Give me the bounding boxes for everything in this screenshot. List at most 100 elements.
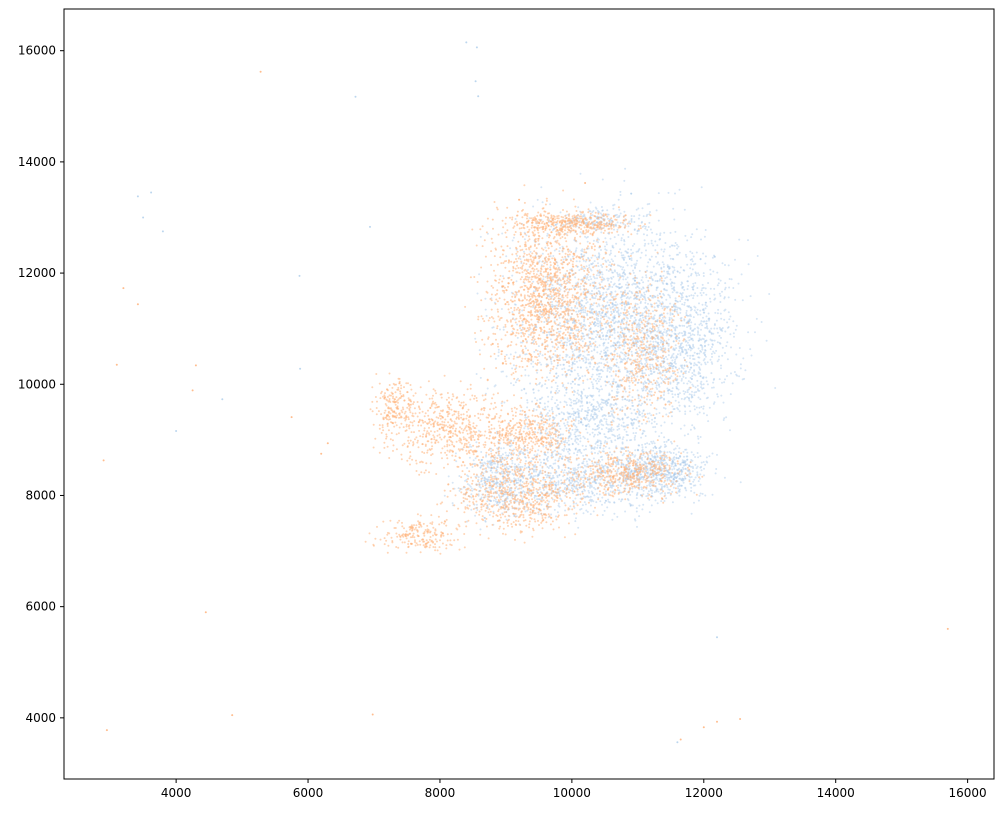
scatter-point: [673, 282, 676, 285]
scatter-point: [575, 310, 578, 313]
scatter-point: [609, 352, 612, 355]
scatter-point: [604, 335, 607, 338]
scatter-point: [724, 264, 726, 266]
scatter-point: [502, 370, 504, 373]
scatter-point: [475, 503, 478, 506]
scatter-point: [595, 256, 598, 259]
scatter-point: [615, 381, 618, 384]
scatter-point: [545, 476, 548, 479]
scatter-point: [515, 379, 518, 381]
scatter-point: [603, 352, 606, 354]
scatter-point: [590, 414, 592, 417]
scatter-point: [586, 510, 589, 513]
scatter-point: [651, 442, 654, 445]
scatter-point: [488, 503, 491, 506]
scatter-point: [676, 326, 678, 329]
scatter-point: [550, 225, 553, 228]
scatter-point: [665, 331, 668, 334]
scatter-point: [579, 353, 582, 356]
scatter-point: [656, 244, 659, 247]
scatter-point: [609, 423, 612, 426]
scatter-point: [700, 238, 702, 241]
scatter-point: [693, 427, 696, 430]
scatter-point: [562, 471, 565, 474]
scatter-point: [581, 476, 584, 479]
scatter-point: [655, 358, 658, 361]
scatter-point: [590, 490, 593, 493]
scatter-point: [675, 291, 678, 294]
scatter-point: [494, 357, 497, 360]
scatter-point: [618, 287, 620, 290]
scatter-point: [566, 337, 569, 340]
scatter-point: [623, 308, 626, 311]
scatter-point: [625, 283, 627, 286]
scatter-point: [660, 424, 663, 427]
scatter-point: [561, 469, 564, 472]
scatter-point: [624, 398, 627, 401]
scatter-point: [697, 361, 700, 364]
scatter-point: [566, 441, 569, 444]
scatter-point: [623, 243, 626, 246]
scatter-point: [683, 424, 686, 427]
scatter-point: [603, 349, 606, 352]
scatter-point: [659, 238, 662, 240]
scatter-point: [674, 327, 677, 330]
scatter-point: [616, 361, 619, 364]
scatter-point: [660, 432, 663, 434]
scatter-point: [638, 282, 641, 285]
scatter-point: [508, 452, 511, 454]
scatter-point: [574, 306, 576, 309]
scatter-point: [689, 313, 692, 316]
scatter-point: [597, 238, 600, 241]
scatter-point: [521, 309, 524, 312]
scatter-point: [718, 341, 721, 344]
scatter-point: [702, 252, 705, 255]
scatter-point: [720, 336, 722, 339]
scatter-point: [678, 482, 681, 485]
scatter-point: [674, 362, 677, 365]
scatter-point: [641, 225, 644, 228]
scatter-point: [638, 349, 641, 352]
scatter-point: [495, 483, 498, 486]
scatter-point: [578, 269, 581, 272]
scatter-point: [688, 318, 691, 321]
scatter-point: [714, 472, 717, 475]
scatter-point: [597, 317, 600, 320]
scatter-point: [666, 333, 669, 336]
scatter-point: [713, 352, 716, 355]
scatter-point: [520, 331, 523, 334]
scatter-point: [640, 251, 643, 254]
scatter-point: [698, 337, 701, 340]
scatter-point: [579, 309, 582, 312]
scatter-point: [551, 303, 554, 306]
scatter-point: [671, 354, 674, 357]
scatter-point: [696, 364, 699, 367]
scatter-point: [669, 476, 672, 479]
scatter-point: [602, 342, 605, 345]
scatter-point: [607, 466, 610, 469]
scatter-point: [592, 387, 595, 390]
scatter-point: [638, 306, 641, 309]
scatter-point: [689, 346, 692, 349]
scatter-point: [560, 411, 563, 414]
scatter-point: [693, 327, 696, 330]
scatter-point: [640, 362, 643, 365]
scatter-point: [641, 422, 643, 425]
scatter-point: [690, 465, 693, 468]
scatter-point: [539, 352, 542, 355]
scatter-point: [619, 296, 622, 299]
scatter-point: [574, 418, 577, 421]
scatter-point: [629, 316, 632, 319]
scatter-point: [532, 465, 535, 468]
scatter-point: [511, 239, 514, 242]
scatter-point: [491, 471, 494, 474]
scatter-point: [633, 308, 636, 311]
scatter-point: [514, 218, 517, 220]
scatter-point: [537, 449, 540, 452]
scatter-point: [725, 345, 728, 347]
scatter-point: [687, 433, 690, 436]
scatter-point: [706, 325, 708, 328]
scatter-point: [671, 359, 674, 362]
scatter-point: [719, 312, 722, 315]
scatter-point: [570, 370, 573, 373]
